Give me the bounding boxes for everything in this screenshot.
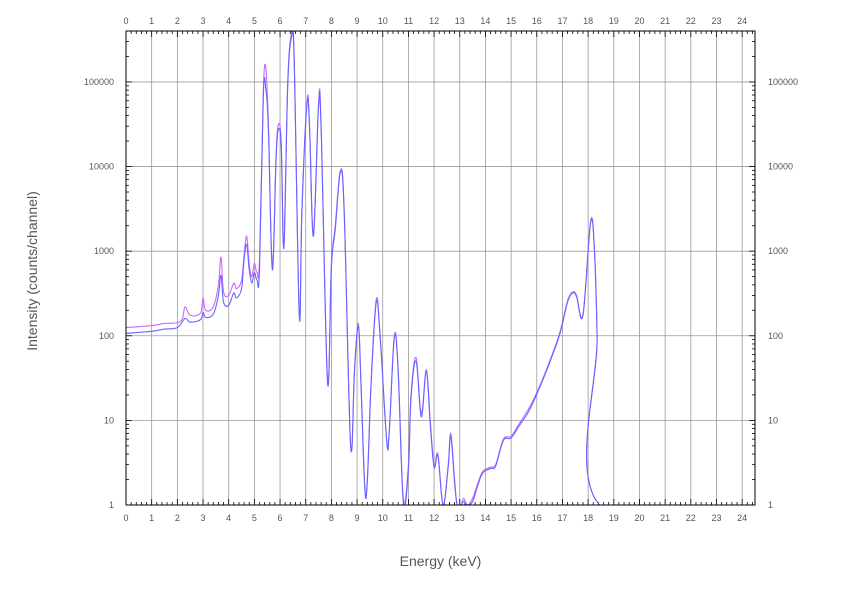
x-tick-label-bottom: 15 (506, 513, 516, 523)
x-tick-label-top: 16 (532, 16, 542, 26)
y-tick-label-left: 100000 (84, 77, 114, 87)
y-tick-label-left: 1 (109, 500, 114, 510)
x-tick-label-bottom: 21 (660, 513, 670, 523)
x-tick-label-top: 8 (329, 16, 334, 26)
x-tick-label-bottom: 5 (252, 513, 257, 523)
x-tick-label-bottom: 19 (609, 513, 619, 523)
x-tick-label-top: 3 (201, 16, 206, 26)
y-tick-label-right: 1000 (768, 246, 788, 256)
x-tick-label-bottom: 11 (404, 513, 413, 523)
series-line-0 (126, 31, 755, 505)
tick-labels: 0011223344556677889910101111121213131414… (84, 16, 798, 523)
x-tick-label-bottom: 14 (480, 513, 490, 523)
x-tick-label-top: 23 (711, 16, 721, 26)
x-tick-label-top: 11 (404, 16, 413, 26)
x-tick-label-bottom: 0 (123, 513, 128, 523)
x-tick-label-top: 14 (480, 16, 490, 26)
x-tick-label-top: 1 (149, 16, 154, 26)
x-tick-label-top: 15 (506, 16, 516, 26)
x-tick-label-bottom: 23 (711, 513, 721, 523)
x-tick-label-top: 13 (455, 16, 465, 26)
x-tick-label-top: 4 (226, 16, 231, 26)
x-tick-label-bottom: 7 (303, 513, 308, 523)
x-tick-label-bottom: 8 (329, 513, 334, 523)
x-tick-label-top: 12 (429, 16, 439, 26)
x-tick-label-top: 10 (378, 16, 388, 26)
y-tick-label-right: 1 (768, 500, 773, 510)
x-axis-title: Energy (keV) (400, 553, 482, 569)
x-tick-label-bottom: 24 (737, 513, 747, 523)
x-tick-label-top: 21 (660, 16, 670, 26)
x-tick-label-bottom: 6 (278, 513, 283, 523)
plot-frame (125, 30, 756, 506)
y-tick-label-right: 10000 (768, 162, 793, 172)
y-tick-label-left: 10 (104, 415, 114, 425)
x-tick-label-bottom: 9 (355, 513, 360, 523)
x-tick-label-top: 17 (557, 16, 567, 26)
y-tick-label-right: 100 (768, 331, 783, 341)
y-tick-label-right: 10 (768, 415, 778, 425)
grid-lines (125, 31, 755, 506)
x-tick-label-bottom: 10 (378, 513, 388, 523)
series-layer (126, 31, 755, 505)
x-tick-label-top: 18 (583, 16, 593, 26)
x-tick-label-bottom: 18 (583, 513, 593, 523)
x-tick-label-bottom: 20 (634, 513, 644, 523)
x-tick-label-top: 20 (634, 16, 644, 26)
x-tick-label-top: 22 (686, 16, 696, 26)
x-tick-label-top: 24 (737, 16, 747, 26)
y-tick-label-right: 100000 (768, 77, 798, 87)
y-tick-label-left: 100 (99, 331, 114, 341)
x-tick-label-top: 19 (609, 16, 619, 26)
x-tick-label-top: 6 (278, 16, 283, 26)
y-tick-label-left: 1000 (94, 246, 114, 256)
x-tick-label-bottom: 1 (149, 513, 154, 523)
x-tick-label-bottom: 2 (175, 513, 180, 523)
x-tick-label-bottom: 13 (455, 513, 465, 523)
x-tick-label-top: 7 (303, 16, 308, 26)
x-tick-label-bottom: 4 (226, 513, 231, 523)
y-axis-title: Intensity (counts/channel) (24, 191, 40, 351)
x-tick-label-bottom: 17 (557, 513, 567, 523)
x-tick-label-top: 5 (252, 16, 257, 26)
x-tick-label-top: 2 (175, 16, 180, 26)
series-line-1 (126, 31, 755, 505)
x-tick-label-top: 9 (355, 16, 360, 26)
y-tick-label-left: 10000 (89, 162, 114, 172)
x-tick-label-top: 0 (123, 16, 128, 26)
x-tick-label-bottom: 12 (429, 513, 439, 523)
x-tick-label-bottom: 22 (686, 513, 696, 523)
x-tick-label-bottom: 16 (532, 513, 542, 523)
x-tick-label-bottom: 3 (201, 513, 206, 523)
